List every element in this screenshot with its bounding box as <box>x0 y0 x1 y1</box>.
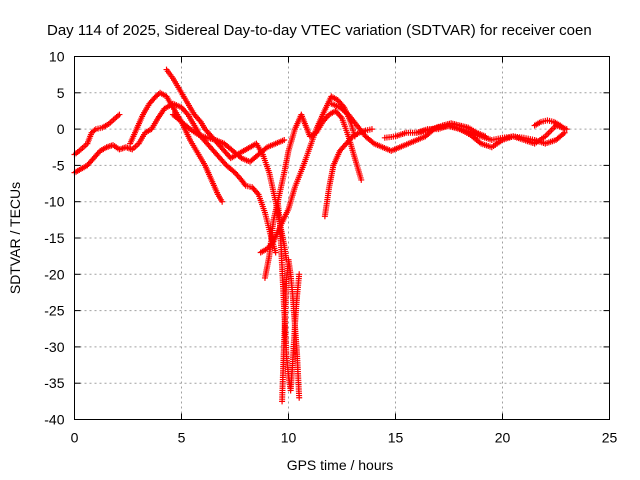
data-point <box>116 111 123 118</box>
series-arc-7 <box>279 256 303 405</box>
y-tick-label: 5 <box>57 85 65 101</box>
y-tick-label: -35 <box>44 375 64 391</box>
series-arc-13 <box>413 122 570 147</box>
chart-title: Day 114 of 2025, Sidereal Day-to-day VTE… <box>47 22 592 39</box>
axis-ticks: -40 -35 -30 -25 -20 -15 -10 -5 0 5 10 0 5 10 15 20 25 <box>44 49 617 446</box>
series-arc-1 <box>71 111 123 158</box>
data-series <box>71 66 570 405</box>
y-tick-label: -10 <box>44 194 64 210</box>
series-arc-10 <box>321 126 375 220</box>
series-arc-12 <box>381 122 568 151</box>
series-arc-5 <box>169 111 288 165</box>
data-point <box>368 126 375 133</box>
data-point <box>272 249 279 256</box>
series-arc-2 <box>71 100 279 256</box>
series-arc-14 <box>531 117 568 133</box>
x-tick-label: 5 <box>178 430 186 446</box>
x-axis-label: GPS time / hours <box>287 457 394 473</box>
y-tick-label: -20 <box>44 266 64 282</box>
y-tick-label: -30 <box>44 339 64 355</box>
series-arc-9 <box>274 107 365 205</box>
data-point <box>281 136 288 143</box>
data-point <box>358 176 365 183</box>
y-tick-label: -40 <box>44 412 64 428</box>
plot-frame <box>74 56 610 420</box>
y-tick-label: 10 <box>49 49 65 65</box>
grid-lines <box>74 56 610 420</box>
data-point <box>561 126 568 133</box>
x-tick-label: 15 <box>388 430 404 446</box>
data-point <box>296 394 303 401</box>
data-point <box>219 198 226 205</box>
series-arc-3 <box>127 89 226 205</box>
y-axis-label: SDTVAR / TECUs <box>7 182 23 294</box>
x-tick-label: 20 <box>495 430 511 446</box>
x-tick-label: 25 <box>602 430 618 446</box>
data-point <box>296 271 303 278</box>
y-tick-label: -5 <box>52 157 65 173</box>
y-tick-label: 0 <box>57 121 65 137</box>
x-tick-label: 10 <box>281 430 297 446</box>
x-tick-label: 0 <box>71 430 79 446</box>
y-tick-label: -15 <box>44 230 64 246</box>
y-tick-label: -25 <box>44 303 64 319</box>
